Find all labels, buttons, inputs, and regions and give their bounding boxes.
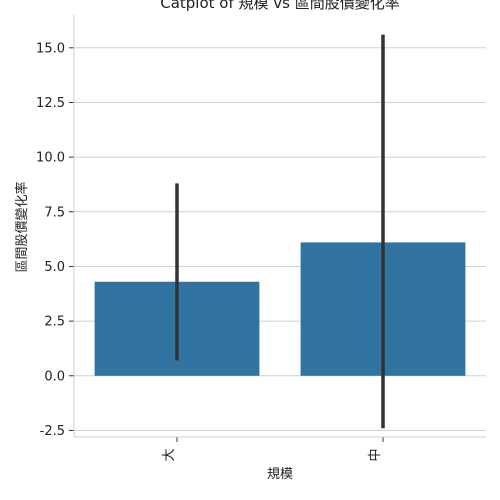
y-axis-ticks: -2.5 0.0 2.5 5.0 7.5 10.0 12.5 15.0 — [36, 41, 74, 439]
error-bars — [175, 34, 385, 429]
x-axis-label: 規模 — [267, 467, 293, 482]
chart-title: Catplot of 規模 vs 區間股價變化率 — [160, 0, 400, 12]
y-tick-label: 5.0 — [44, 260, 65, 275]
x-tick-label: 中 — [368, 448, 383, 461]
y-tick-label: 0.0 — [44, 369, 65, 384]
y-tick-label: 12.5 — [36, 96, 65, 111]
y-tick-label: 10.0 — [36, 151, 65, 166]
y-tick-label: 7.5 — [44, 205, 65, 220]
y-tick-label: -2.5 — [40, 424, 65, 439]
bars — [94, 242, 466, 376]
x-tick-label: 大 — [162, 448, 177, 461]
y-tick-label: 2.5 — [44, 315, 65, 330]
y-tick-label: 15.0 — [36, 41, 65, 56]
y-axis-label: 區間股價變化率 — [14, 181, 30, 272]
x-axis-ticks: 大中 — [162, 437, 384, 462]
